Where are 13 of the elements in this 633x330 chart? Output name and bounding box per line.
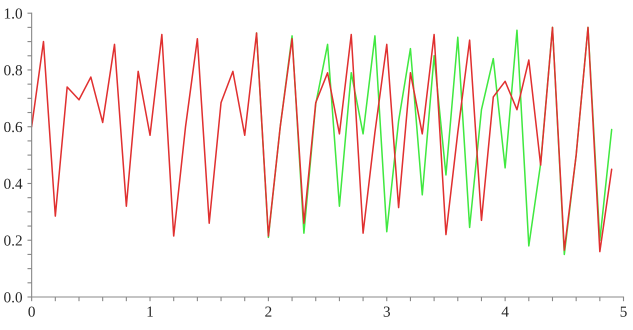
y-tick-label: 0.2: [4, 235, 22, 246]
x-tick-label: 4: [502, 306, 509, 317]
x-tick-label: 2: [265, 306, 272, 317]
x-tick-label: 1: [148, 306, 153, 317]
y-tick-label: 1.0: [4, 8, 22, 19]
x-tick-label: 5: [620, 306, 627, 317]
x-tick-label: 0: [28, 306, 35, 317]
y-tick-label: 0.8: [4, 65, 22, 76]
y-tick-label: 0.0: [4, 292, 22, 303]
y-tick-label: 0.4: [4, 178, 22, 189]
line-series: [32, 26, 612, 252]
x-tick-label: 3: [384, 306, 390, 317]
y-tick-label: 0.6: [4, 122, 22, 132]
